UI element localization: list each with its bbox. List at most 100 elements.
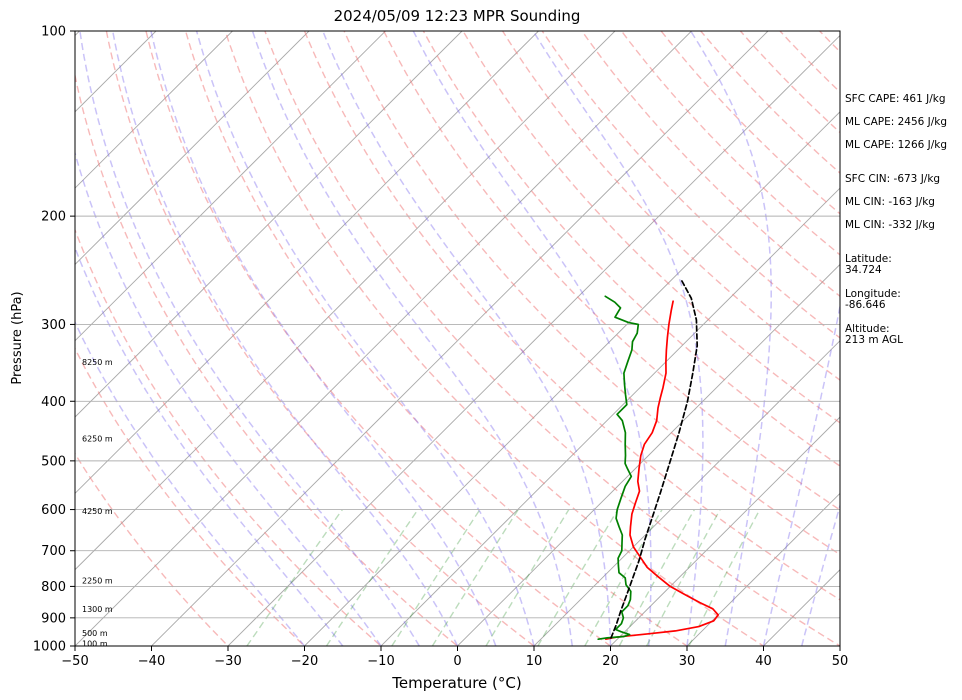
- dry-adiabat: [700, 31, 840, 174]
- y-tick-label: 200: [41, 210, 66, 225]
- mixing-ratio-line: [688, 509, 761, 646]
- altitude-label: 6250 m: [82, 435, 113, 444]
- x-tick-label: −20: [291, 654, 318, 669]
- sounding-profile-line: [597, 295, 640, 641]
- x-tick-label: 30: [679, 654, 696, 669]
- grid-lines: [75, 31, 840, 646]
- y-tick-label: 700: [41, 544, 66, 559]
- altitude-value: 213 m AGL: [845, 334, 903, 346]
- y-tick-label: 500: [41, 454, 66, 469]
- dry-adiabat: [541, 31, 840, 339]
- y-tick-label: 100: [41, 25, 66, 40]
- x-tick-label: 20: [602, 654, 619, 669]
- moist-adiabat: [195, 31, 535, 646]
- isotherm-line: [380, 187, 840, 646]
- altitude-label: 500 m: [82, 629, 108, 638]
- isotherm-line: [151, 31, 769, 646]
- dry-adiabat: [462, 31, 840, 424]
- x-tick-label: 0: [453, 654, 461, 669]
- moist-adiabat: [801, 502, 840, 646]
- isotherm-line: [75, 31, 233, 189]
- dry-adiabat: [75, 72, 459, 646]
- x-tick-label: −50: [61, 654, 88, 669]
- altitude-label: Altitude:: [845, 323, 890, 335]
- dry-adiabat: [502, 31, 840, 381]
- sounding-profile-line: [604, 300, 720, 641]
- isotherm-line: [457, 263, 840, 646]
- y-tick-label: 300: [41, 318, 66, 333]
- axis-ticks: −50 −40 −30 −20 −10 0 10 20 30 40 50 100 200 300 400 50…: [33, 25, 848, 670]
- moist-adiabat: [111, 31, 459, 646]
- ml-cape-1: ML CAPE: 2456 J/kg: [845, 116, 948, 128]
- x-tick-label: −40: [138, 654, 165, 669]
- chart-title: 2024/05/09 12:23 MPR Sounding: [334, 7, 581, 25]
- isotherm-line: [610, 416, 840, 646]
- moist-adiabat: [150, 31, 497, 646]
- isotherm-line: [686, 492, 840, 646]
- dry-adiabat: [184, 31, 689, 646]
- y-tick-label: 400: [41, 395, 66, 410]
- sfc-cape: SFC CAPE: 461 J/kg: [845, 93, 946, 105]
- isotherm-line: [75, 31, 310, 266]
- isotherm-line: [533, 340, 840, 646]
- dry-adiabat: [343, 31, 840, 556]
- x-tick-label: −30: [214, 654, 241, 669]
- latitude-value: 34.724: [845, 264, 882, 276]
- dry-adiabat: [75, 347, 306, 646]
- moist-adiabat: [532, 31, 704, 646]
- moist-adiabat: [75, 320, 306, 646]
- mixing-ratio-line: [485, 509, 570, 646]
- isotherm-line: [75, 31, 616, 571]
- y-tick-label: 800: [41, 580, 66, 595]
- series-layer: [597, 280, 720, 641]
- mixing-ratio-line: [246, 509, 343, 646]
- altitude-label: 4250 m: [82, 507, 113, 516]
- dry-adiabat: [264, 31, 840, 646]
- y-tick-label: 1000: [33, 640, 66, 655]
- x-tick-label: 50: [832, 654, 849, 669]
- mixing-ratio-line: [584, 509, 663, 646]
- dry-adiabat: [383, 31, 840, 511]
- ml-cin-1: ML CIN: -163 J/kg: [845, 196, 935, 208]
- isotherm-line: [75, 31, 539, 495]
- sfc-cin: SFC CIN: -673 J/kg: [845, 173, 941, 185]
- ml-cape-2: ML CAPE: 1266 J/kg: [845, 139, 948, 151]
- dry-adiabat: [620, 31, 840, 256]
- moist-adiabat: [762, 302, 840, 646]
- latitude-label: Latitude:: [845, 253, 892, 265]
- isotherm-line: [304, 111, 840, 646]
- sounding-profile-line: [610, 280, 699, 639]
- y-tick-label: 900: [41, 611, 66, 626]
- y-tick-label: 600: [41, 503, 66, 518]
- mixing-ratio-line: [431, 509, 519, 646]
- moist-adiabat: [690, 31, 772, 646]
- altitude-label: 100 m: [82, 639, 108, 648]
- moist-adiabat: [75, 150, 382, 646]
- longitude-label: Longitude:: [845, 288, 901, 300]
- altitude-label: 8250 m: [82, 358, 113, 367]
- isotherm-line: [75, 31, 692, 646]
- x-tick-label: 40: [755, 654, 772, 669]
- isotherm-line: [0, 31, 3, 646]
- isotherm-line: [227, 34, 840, 646]
- plot-area: [75, 31, 840, 646]
- moist-adiabat: [79, 31, 420, 646]
- mixing-ratio-line: [325, 509, 419, 646]
- dry-adiabat: [303, 31, 840, 601]
- mixing-ratio-line: [645, 509, 721, 646]
- x-tick-label: −10: [367, 654, 394, 669]
- ml-cin-2: ML CIN: -332 J/kg: [845, 219, 935, 231]
- mixing-ratio-line: [618, 509, 696, 646]
- mixing-ratio-line: [391, 509, 481, 646]
- x-tick-label: 10: [526, 654, 543, 669]
- mixing-ratio-line: [537, 509, 619, 646]
- y-axis-title: Pressure (hPa): [10, 291, 25, 384]
- isotherm-line: [75, 31, 386, 342]
- moist-adiabat: [75, 245, 344, 646]
- moist-adiabat: [412, 31, 652, 646]
- dry-adiabat: [105, 31, 536, 646]
- isotherm-line: [75, 31, 463, 418]
- moist-adiabat: [251, 31, 574, 646]
